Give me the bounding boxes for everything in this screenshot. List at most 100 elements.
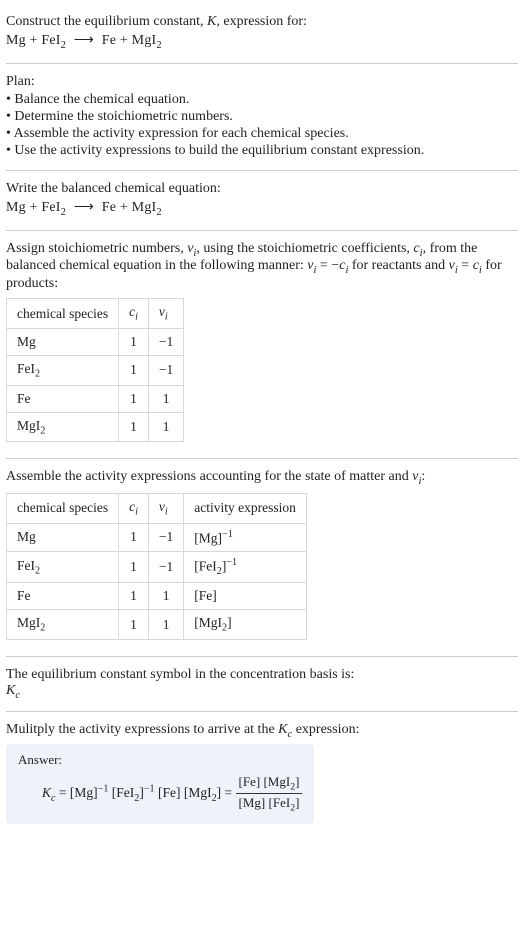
t: Fe bbox=[17, 588, 31, 603]
t: MgI bbox=[132, 200, 157, 215]
t: FeI bbox=[17, 558, 35, 573]
sub: i bbox=[135, 312, 138, 323]
eq: = bbox=[56, 785, 70, 800]
cell-nu: −1 bbox=[148, 552, 183, 583]
cell-species: Mg bbox=[7, 523, 119, 552]
cell-c: 1 bbox=[119, 412, 149, 442]
k: K bbox=[6, 683, 15, 698]
sp: MgI bbox=[132, 33, 157, 48]
separator bbox=[6, 170, 518, 171]
sp: Fe bbox=[102, 33, 116, 48]
t: : bbox=[421, 469, 425, 484]
fraction-den: [Mg] [FeI2] bbox=[236, 793, 303, 814]
kc-expression: Kc = [Mg]−1 [FeI2]−1 [Fe] [MgI2] = [Fe] … bbox=[42, 774, 302, 814]
cell-c: 1 bbox=[119, 385, 149, 412]
balanced-equation: Mg + FeI2 ⟶ Fe + MgI2 bbox=[6, 199, 518, 218]
prompt-text: Construct the equilibrium constant, K, e… bbox=[6, 14, 518, 30]
t: [Fe] bbox=[194, 588, 217, 603]
pow: −1 bbox=[144, 783, 155, 794]
t: Mg bbox=[6, 200, 26, 215]
cell-species: FeI2 bbox=[7, 355, 119, 385]
sp: Mg bbox=[6, 200, 26, 215]
cell-species: MgI2 bbox=[7, 412, 119, 442]
table-header-row: chemical species ci νi activity expressi… bbox=[7, 494, 307, 524]
col-nu: νi bbox=[148, 299, 183, 329]
t: [FeI bbox=[112, 785, 135, 800]
t: Mulitply the activity expressions to arr… bbox=[6, 722, 278, 737]
cell-c: 1 bbox=[119, 355, 149, 385]
sub: 2 bbox=[35, 566, 40, 577]
cell-species: Mg bbox=[7, 328, 119, 355]
t: Mg bbox=[17, 529, 36, 544]
t: = − bbox=[316, 258, 339, 273]
stoich-table: chemical species ci νi Mg 1 −1 FeI2 1 −1… bbox=[6, 298, 184, 442]
sp: FeI2 bbox=[41, 200, 66, 215]
t: FeI bbox=[41, 200, 60, 215]
t: [Mg] [FeI bbox=[239, 795, 291, 810]
t: [Fe] [MgI bbox=[239, 774, 291, 789]
pow: −1 bbox=[98, 783, 109, 794]
separator bbox=[6, 711, 518, 712]
sub: i bbox=[165, 507, 168, 518]
sp: Mg bbox=[6, 33, 26, 48]
cell-activity: [Fe] bbox=[184, 583, 307, 610]
t: , using the stoichiometric coefficients, bbox=[196, 241, 413, 256]
sub: c bbox=[15, 690, 20, 701]
cell-nu: −1 bbox=[148, 355, 183, 385]
k: K bbox=[278, 722, 287, 737]
cell-activity: [MgI2] bbox=[184, 610, 307, 640]
cell-nu: 1 bbox=[148, 583, 183, 610]
t: [MgI bbox=[184, 785, 212, 800]
col-c: ci bbox=[119, 494, 149, 524]
prompt-part1: Construct the equilibrium constant, bbox=[6, 14, 207, 29]
balanced-section: Write the balanced chemical equation: Mg… bbox=[6, 175, 518, 226]
t: ] bbox=[295, 795, 299, 810]
cell-species: Fe bbox=[7, 583, 119, 610]
cell-activity: [FeI2]−1 bbox=[184, 552, 307, 583]
t: Mg bbox=[17, 334, 36, 349]
col-nu: νi bbox=[148, 494, 183, 524]
t: Fe bbox=[102, 200, 116, 215]
t: ] bbox=[295, 774, 299, 789]
multiply-section: Mulitply the activity expressions to arr… bbox=[6, 716, 518, 830]
plan-item: • Use the activity expressions to build … bbox=[6, 143, 518, 159]
kc-symbol-section: The equilibrium constant symbol in the c… bbox=[6, 661, 518, 707]
t: ] bbox=[227, 615, 232, 630]
table-row: MgI2 1 1 [MgI2] bbox=[7, 610, 307, 640]
cell-species: Fe bbox=[7, 385, 119, 412]
balanced-intro: Write the balanced chemical equation: bbox=[6, 181, 518, 197]
sub: 2 bbox=[35, 369, 40, 380]
plan-item: • Balance the chemical equation. bbox=[6, 92, 518, 108]
cell-activity: [Mg]−1 bbox=[184, 523, 307, 552]
answer-box: Answer: Kc = [Mg]−1 [FeI2]−1 [Fe] [MgI2]… bbox=[6, 744, 314, 824]
table-row: Mg 1 −1 [Mg]−1 bbox=[7, 523, 307, 552]
sp: FeI bbox=[41, 33, 60, 48]
cell-nu: 1 bbox=[148, 385, 183, 412]
fraction-num: [Fe] [MgI2] bbox=[236, 774, 303, 794]
col-activity: activity expression bbox=[184, 494, 307, 524]
eq-rhs-2: MgI2 bbox=[132, 33, 162, 48]
sub: i bbox=[135, 507, 138, 518]
col-species: chemical species bbox=[7, 299, 119, 329]
sub: 2 bbox=[156, 207, 161, 218]
prompt-equation: Mg + FeI2 ⟶ Fe + MgI2 bbox=[6, 32, 518, 51]
cell-c: 1 bbox=[119, 328, 149, 355]
table-row: FeI2 1 −1 [FeI2]−1 bbox=[7, 552, 307, 583]
cell-species: FeI2 bbox=[7, 552, 119, 583]
pow: −1 bbox=[226, 557, 237, 568]
activity-section: Assemble the activity expressions accoun… bbox=[6, 463, 518, 652]
answer-label: Answer: bbox=[18, 752, 302, 768]
eq2: = bbox=[225, 785, 236, 800]
sub: 2 bbox=[40, 623, 45, 634]
prompt-section: Construct the equilibrium constant, K, e… bbox=[6, 8, 518, 59]
k-symbol: K bbox=[207, 14, 216, 29]
eq-rhs-1: Fe bbox=[102, 33, 116, 48]
eq-lhs-2: FeI2 bbox=[41, 33, 66, 48]
separator bbox=[6, 656, 518, 657]
t: [Mg] bbox=[194, 530, 222, 545]
activity-intro: Assemble the activity expressions accoun… bbox=[6, 469, 518, 487]
stoich-section: Assign stoichiometric numbers, νi, using… bbox=[6, 235, 518, 455]
table-row: MgI2 1 1 bbox=[7, 412, 184, 442]
t: Fe bbox=[17, 391, 31, 406]
table-header-row: chemical species ci νi bbox=[7, 299, 184, 329]
